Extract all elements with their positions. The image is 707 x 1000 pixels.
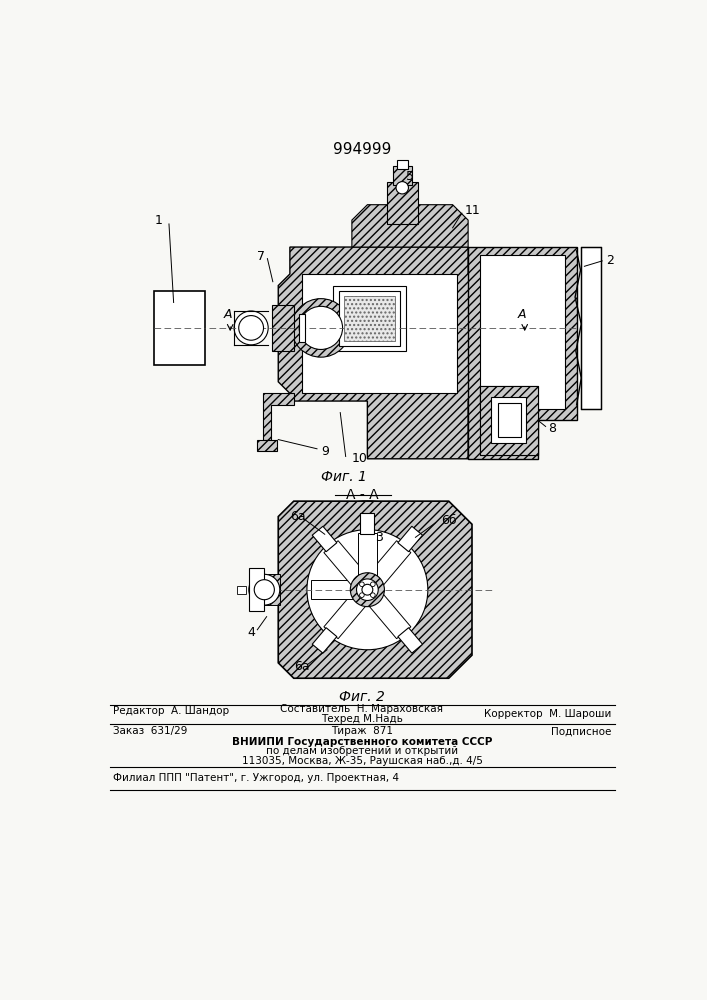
Polygon shape — [368, 541, 411, 587]
Circle shape — [360, 593, 364, 597]
Text: 113035, Москва, Ж-35, Раушская наб.,д. 4/5: 113035, Москва, Ж-35, Раушская наб.,д. 4… — [242, 756, 482, 766]
Text: Редактор  А. Шандор: Редактор А. Шандор — [113, 706, 229, 716]
Text: 6а: 6а — [290, 510, 305, 523]
Polygon shape — [312, 526, 337, 552]
Circle shape — [291, 299, 351, 357]
Circle shape — [356, 579, 378, 600]
Polygon shape — [358, 533, 377, 578]
Bar — [397, 160, 408, 169]
Circle shape — [279, 501, 457, 678]
Text: 8: 8 — [548, 422, 556, 434]
Text: Составитель  Н. Мараховская: Составитель Н. Мараховская — [281, 704, 443, 714]
Text: 7: 7 — [257, 250, 265, 263]
Polygon shape — [352, 205, 468, 247]
Bar — [393, 166, 411, 185]
Text: Заказ  631/29: Заказ 631/29 — [113, 726, 187, 736]
Bar — [480, 255, 565, 409]
Circle shape — [370, 593, 375, 597]
Text: 6б: 6б — [441, 514, 457, 527]
Text: 1: 1 — [155, 214, 163, 227]
Circle shape — [370, 582, 375, 587]
Polygon shape — [398, 628, 423, 653]
Text: по делам изобретений и открытий: по делам изобретений и открытий — [266, 746, 458, 756]
Text: А - А: А - А — [346, 488, 378, 502]
Text: 2: 2 — [606, 254, 614, 267]
Bar — [299, 314, 305, 342]
Polygon shape — [324, 541, 367, 587]
Text: Подписное: Подписное — [551, 726, 612, 736]
Circle shape — [362, 584, 373, 595]
Text: Техред М.Надь: Техред М.Надь — [321, 714, 403, 724]
Polygon shape — [398, 526, 423, 552]
Bar — [154, 291, 204, 365]
Text: ВНИИПИ Государственного комитета СССР: ВНИИПИ Государственного комитета СССР — [232, 737, 492, 747]
Text: Фиг. 1: Фиг. 1 — [321, 470, 367, 484]
Polygon shape — [368, 593, 411, 639]
Text: 3: 3 — [375, 531, 383, 544]
Bar — [581, 247, 601, 409]
Circle shape — [249, 574, 280, 605]
Bar — [491, 397, 526, 443]
Bar — [332, 286, 406, 351]
Bar — [480, 386, 538, 455]
Polygon shape — [311, 580, 356, 599]
Polygon shape — [312, 628, 337, 653]
Bar — [257, 440, 276, 451]
Bar — [344, 296, 395, 341]
Bar — [387, 182, 418, 224]
Polygon shape — [263, 393, 293, 440]
Text: 4: 4 — [247, 626, 255, 639]
Polygon shape — [324, 593, 367, 639]
Polygon shape — [279, 247, 480, 459]
Text: Тираж  871: Тираж 871 — [331, 726, 393, 736]
Bar — [264, 574, 280, 605]
Circle shape — [239, 316, 264, 340]
Text: 6а: 6а — [293, 660, 310, 673]
Text: Корректор  М. Шароши: Корректор М. Шароши — [484, 709, 612, 719]
Circle shape — [351, 573, 385, 607]
Text: 994999: 994999 — [333, 142, 391, 157]
Polygon shape — [468, 247, 577, 459]
Text: 5: 5 — [406, 170, 414, 183]
Polygon shape — [361, 513, 374, 534]
Text: Филиал ППП "Патент", г. Ужгород, ул. Проектная, 4: Филиал ППП "Патент", г. Ужгород, ул. Про… — [113, 773, 399, 783]
Text: А: А — [518, 308, 527, 321]
Polygon shape — [279, 501, 472, 678]
Bar — [237, 586, 247, 594]
Circle shape — [360, 582, 364, 587]
Circle shape — [396, 182, 409, 194]
Bar — [272, 305, 293, 351]
Circle shape — [255, 580, 274, 600]
Bar — [339, 291, 400, 346]
Text: Фиг. 2: Фиг. 2 — [339, 690, 385, 704]
Circle shape — [307, 530, 428, 650]
Bar — [498, 403, 521, 437]
Text: 10: 10 — [352, 452, 368, 465]
Circle shape — [299, 306, 343, 349]
Bar — [301, 274, 457, 393]
Text: 11: 11 — [464, 204, 480, 217]
Text: А: А — [223, 308, 232, 321]
Text: 9: 9 — [321, 445, 329, 458]
Bar — [480, 386, 538, 455]
Circle shape — [234, 311, 268, 345]
Bar — [249, 568, 264, 611]
